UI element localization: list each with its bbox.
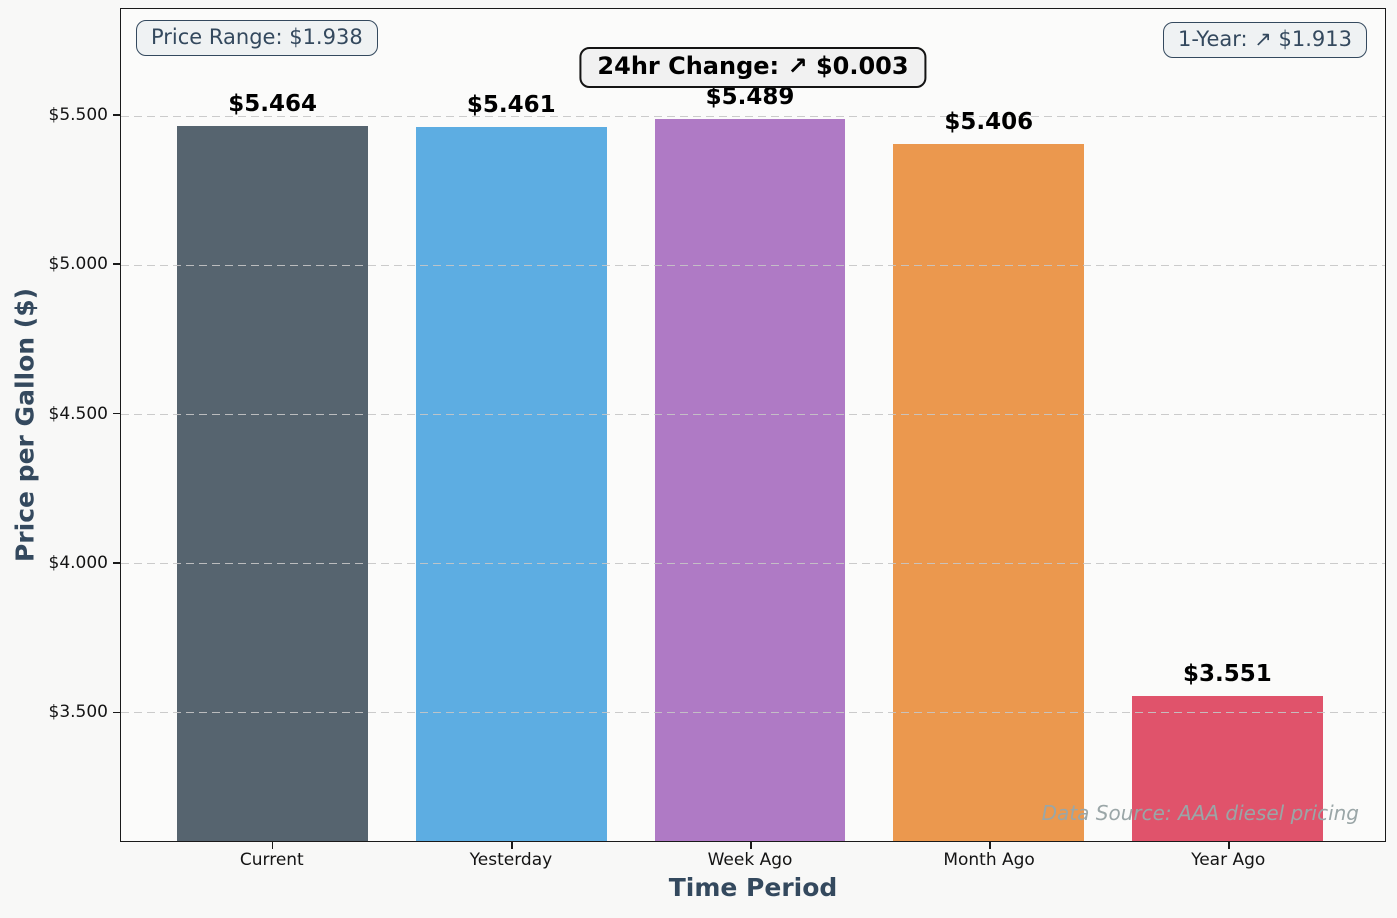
bar-year-ago [1131, 696, 1323, 841]
x-tick-mark [271, 842, 274, 849]
y-tick-label: $3.500 [48, 702, 108, 723]
gridline [121, 413, 1385, 416]
bar-current [177, 126, 369, 841]
x-tick-mark [510, 842, 513, 849]
gridline [121, 115, 1385, 118]
y-tick-label: $5.000 [48, 254, 108, 275]
data-source-caption: Data Source: AAA diesel pricing [1041, 801, 1359, 825]
bar-value-label: $5.406 [944, 108, 1034, 135]
y-axis-title: Price per Gallon ($) [10, 287, 40, 563]
24hr-change-annotation: 24hr Change: ↗ $0.003 [579, 47, 927, 88]
y-tick-mark [113, 711, 120, 714]
y-tick-mark [113, 263, 120, 266]
y-tick-label: $4.500 [48, 403, 108, 424]
bar-yesterday [415, 127, 607, 841]
x-tick-label: Year Ago [1191, 850, 1266, 870]
bar-value-label: $5.464 [228, 91, 317, 118]
bar-value-label: $3.551 [1183, 661, 1272, 688]
x-tick-label: Month Ago [943, 850, 1035, 870]
x-tick-mark [750, 842, 752, 849]
y-tick-label: $5.500 [48, 104, 108, 125]
gridline [121, 264, 1385, 267]
bar-value-label: $5.461 [466, 92, 556, 119]
plot-area: $5.464 $5.461 $5.489 $5.406 $3.551 Price Ran… [120, 8, 1386, 842]
y-tick-label: $4.000 [48, 553, 108, 573]
price-range-annotation: Price Range: $1.938 [136, 20, 378, 56]
y-tick-mark [113, 114, 120, 116]
bar-value-label: $5.489 [705, 83, 795, 110]
bar-week-ago [654, 118, 846, 841]
x-tick-mark [989, 842, 991, 849]
bar-month-ago [893, 143, 1085, 841]
x-tick-label: Yesterday [469, 850, 553, 870]
gridline [121, 711, 1385, 714]
x-tick-mark [1228, 842, 1230, 849]
y-tick-mark [113, 412, 120, 415]
x-tick-label: Week Ago [707, 850, 793, 870]
x-axis-title: Time Period [668, 873, 838, 902]
x-tick-label: Current [239, 850, 304, 870]
one-year-change-annotation: 1-Year: ↗ $1.913 [1162, 22, 1367, 58]
y-tick-mark [113, 562, 120, 564]
gridline [121, 562, 1385, 565]
